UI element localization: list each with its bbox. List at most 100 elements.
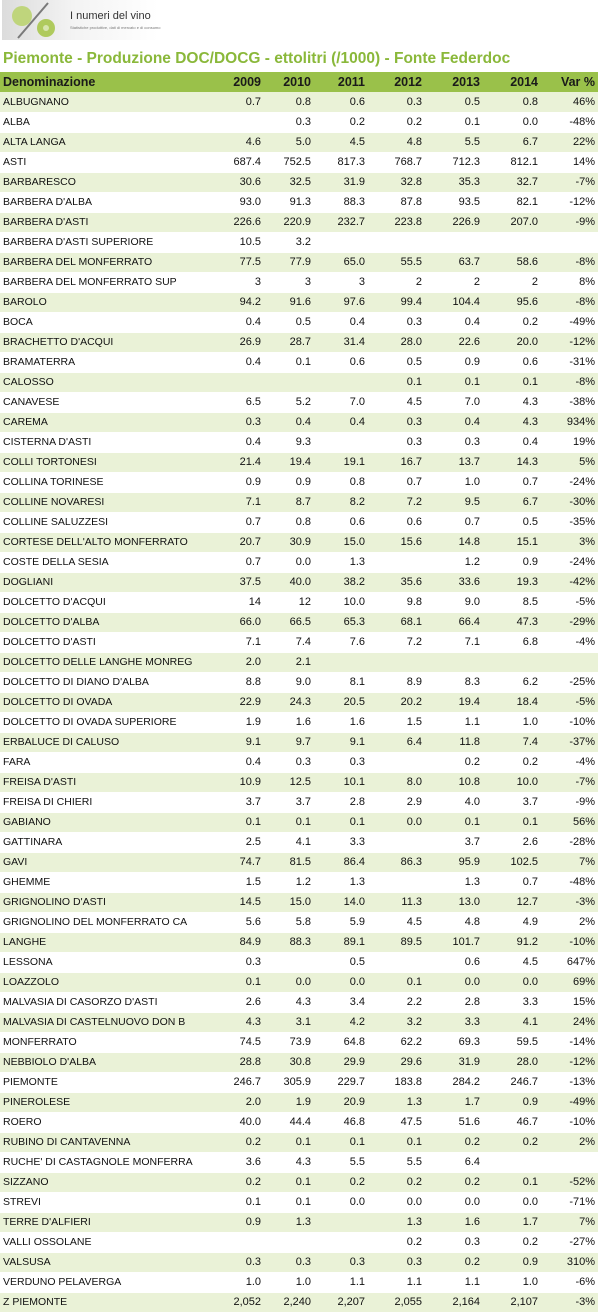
value-cell: 7.2 [368,492,425,513]
value-cell: 20.9 [314,1092,368,1113]
value-cell: 46.8 [314,1112,368,1133]
value-cell: 15.1 [483,532,541,553]
value-cell: 1.1 [425,712,483,733]
value-cell: 0.1 [212,812,264,833]
value-cell: 44.4 [264,1112,314,1133]
variation-cell: -7% [541,172,598,193]
denomination-cell: LANGHE [0,932,212,953]
value-cell: 712.3 [425,152,483,173]
table-row: BARBERA D'ALBA 93.0 91.3 88.3 87.8 93.5 82.1 -1… [0,192,598,213]
value-cell: 89.1 [314,932,368,953]
value-cell: 32.8 [368,172,425,193]
value-cell: 1.5 [212,872,264,893]
value-cell: 11.8 [425,732,483,753]
denomination-cell: BRACHETTO D'ACQUI [0,332,212,353]
value-cell [425,652,483,673]
value-cell: 0.3 [264,752,314,773]
value-cell: 93.0 [212,192,264,213]
variation-cell: 7% [541,852,598,873]
value-cell: 9.0 [264,672,314,693]
value-cell: 91.6 [264,292,314,313]
value-cell: 0.1 [264,352,314,373]
value-cell: 0.8 [314,472,368,493]
value-cell: 58.6 [483,252,541,273]
denomination-cell: ALBUGNANO [0,92,212,113]
value-cell: 2,055 [368,1292,425,1313]
value-cell: 4.0 [425,792,483,813]
denomination-cell: BARBERA DEL MONFERRATO [0,252,212,273]
value-cell: 284.2 [425,1072,483,1093]
site-logo[interactable]: I numeri del vino Statistiche produttive… [2,0,161,40]
value-cell: 0.8 [483,92,541,113]
value-cell: 35.6 [368,572,425,593]
value-cell: 2.1 [264,652,314,673]
value-cell: 28.8 [212,1052,264,1073]
table-row: DOLCETTO D'ASTI 7.1 7.4 7.6 7.2 7.1 6.8 -4% [0,632,598,653]
value-cell [314,652,368,673]
value-cell: 87.8 [368,192,425,213]
value-cell: 15.6 [368,532,425,553]
table-row: PINEROLESE 2.0 1.9 20.9 1.3 1.7 0.9 -49% [0,1092,598,1113]
value-cell: 305.9 [264,1072,314,1093]
variation-cell: -52% [541,1172,598,1193]
variation-cell: -4% [541,752,598,773]
production-table: Denominazione 2009 2010 2011 2012 2013 2014 Var… [0,72,598,1313]
value-cell: 22.6 [425,332,483,353]
denomination-cell: CAREMA [0,412,212,433]
value-cell: 2.6 [212,992,264,1013]
value-cell: 2,240 [264,1292,314,1313]
value-cell: 2.5 [212,832,264,853]
value-cell [314,372,368,393]
denomination-cell: RUBINO DI CANTAVENNA [0,1132,212,1153]
denomination-cell: RUCHE' DI CASTAGNOLE MONFERRA [0,1152,212,1173]
denomination-cell: GRIGNOLINO DEL MONFERRATO CA [0,912,212,933]
table-row: CAREMA 0.3 0.4 0.4 0.3 0.4 4.3 934% [0,412,598,433]
value-cell: 3.4 [314,992,368,1013]
table-row: LESSONA 0.3 0.5 0.6 4.5 647% [0,952,598,973]
value-cell: 2.6 [483,832,541,853]
page-header: I numeri del vino Statistiche produttive… [0,0,598,67]
value-cell: 7.6 [314,632,368,653]
value-cell: 15.0 [314,532,368,553]
value-cell: 68.1 [368,612,425,633]
value-cell: 3 [264,272,314,293]
variation-cell: -3% [541,1292,598,1313]
value-cell: 0.4 [314,312,368,333]
denomination-cell: DOLCETTO D'ASTI [0,632,212,653]
value-cell: 0.0 [264,972,314,993]
table-row: ROERO 40.0 44.4 46.8 47.5 51.6 46.7 -10% [0,1112,598,1133]
denomination-cell: CALOSSO [0,372,212,393]
value-cell: 0.0 [425,972,483,993]
variation-cell: -48% [541,112,598,133]
table-row: NEBBIOLO D'ALBA 28.8 30.8 29.9 29.6 31.9 28.0-… [0,1052,598,1073]
variation-cell [541,1152,598,1173]
variation-cell: -31% [541,352,598,373]
value-cell: 3.7 [483,792,541,813]
value-cell: 6.4 [425,1152,483,1173]
table-row: ALBA 0.3 0.2 0.2 0.1 0.0 -48% [0,112,598,133]
value-cell: 31.9 [425,1052,483,1073]
denomination-cell: BARBERA D'ALBA [0,192,212,213]
value-cell: 7.1 [212,632,264,653]
value-cell: 1.3 [368,1092,425,1113]
denomination-cell: COLLINE SALUZZESI [0,512,212,533]
value-cell: 5.6 [212,912,264,933]
value-cell: 1.9 [212,712,264,733]
value-cell: 74.5 [212,1032,264,1053]
value-cell: 10.0 [483,772,541,793]
value-cell: 0.1 [314,1132,368,1153]
variation-cell: -5% [541,592,598,613]
value-cell: 0.2 [314,112,368,133]
value-cell: 0.1 [425,112,483,133]
value-cell: 0.7 [368,472,425,493]
value-cell: 1.2 [264,872,314,893]
value-cell: 8.9 [368,672,425,693]
variation-cell: -3% [541,892,598,913]
value-cell: 1.1 [314,1272,368,1293]
variation-cell: -49% [541,312,598,333]
value-cell: 246.7 [212,1072,264,1093]
denomination-cell: GHEMME [0,872,212,893]
value-cell: 768.7 [368,152,425,173]
value-cell: 7.4 [483,732,541,753]
value-cell: 0.6 [483,352,541,373]
